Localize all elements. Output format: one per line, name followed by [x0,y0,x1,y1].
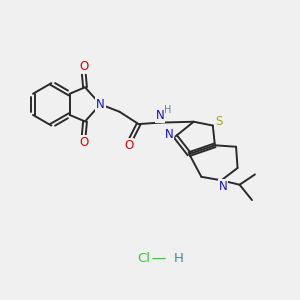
Text: N: N [218,180,227,193]
Text: H: H [164,105,172,115]
Text: O: O [79,136,88,149]
Text: O: O [79,60,88,73]
Text: O: O [124,139,134,152]
Text: N: N [165,128,173,142]
Text: —: — [147,251,171,266]
Text: N: N [155,109,164,122]
Text: Cl: Cl [138,252,151,266]
Text: N: N [96,98,105,111]
Text: S: S [215,115,222,128]
Text: H: H [174,252,184,266]
